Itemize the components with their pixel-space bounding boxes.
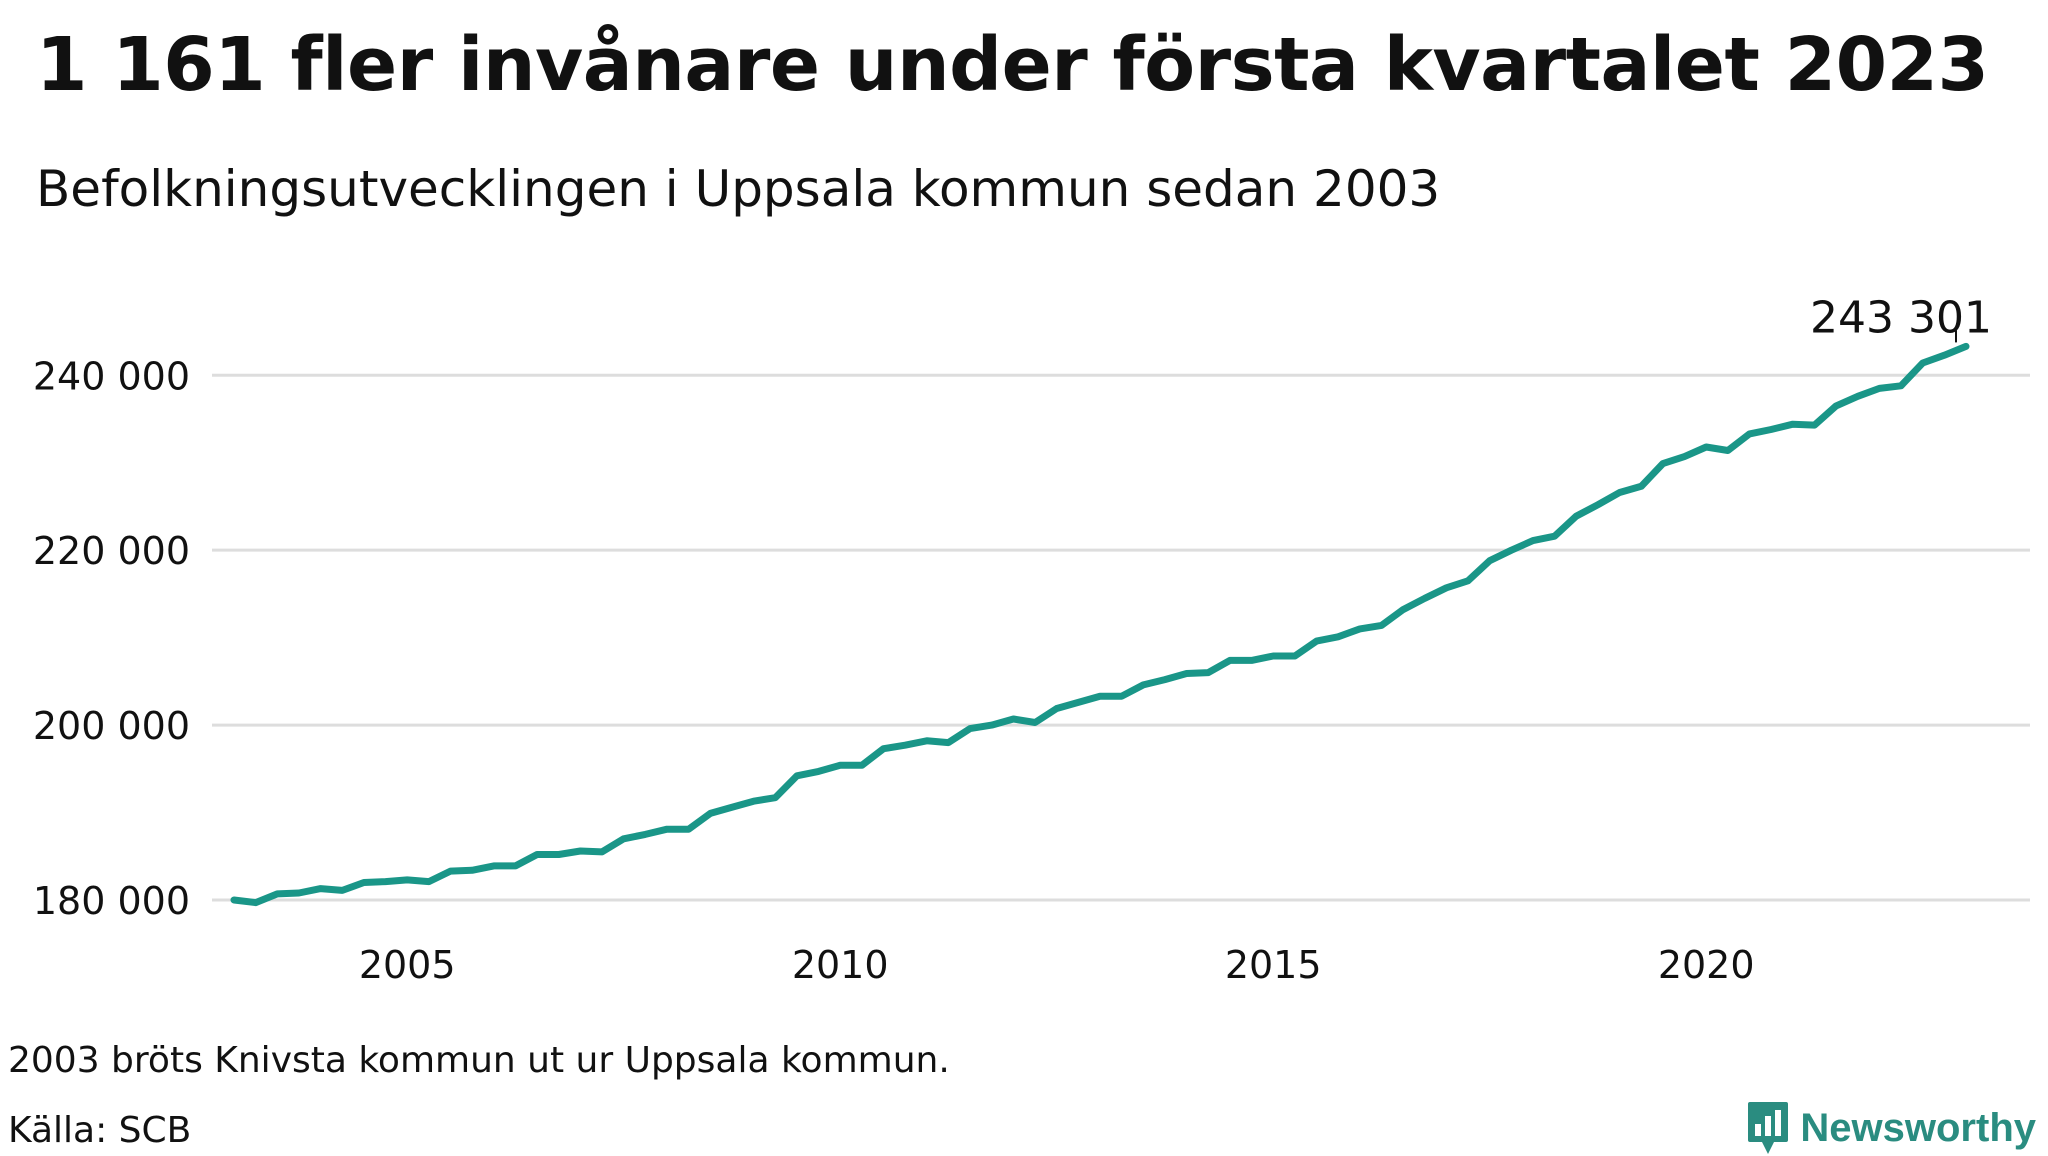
brand-logo-group: Newsworthy [1746, 1100, 2036, 1156]
y-tick-label: 240 000 [33, 354, 190, 398]
x-axis-ticks: 2005 2010 2015 2020 [359, 943, 1755, 987]
chart-subtitle: Befolkningsutvecklingen i Uppsala kommun… [36, 160, 1441, 218]
newsworthy-logo-icon [1748, 1102, 1789, 1154]
gridlines [212, 373, 2030, 902]
x-tick-label: 2010 [792, 943, 889, 987]
series-group [230, 342, 1970, 907]
x-tick-label: 2005 [359, 943, 456, 987]
x-tick-label: 2020 [1658, 943, 1755, 987]
line-chart: 180 000 200 000 220 000 240 000 2005 2010 201… [33, 292, 2030, 987]
chart-title: 1 161 fler invånare under första kvartal… [36, 22, 1989, 108]
footnote: 2003 bröts Knivsta kommun ut ur Uppsala … [8, 1040, 950, 1081]
series-line [230, 342, 1970, 907]
brand-name: Newsworthy [1800, 1105, 2036, 1150]
last-value-label: 243 301 [1810, 292, 1992, 343]
y-tick-label: 180 000 [33, 879, 190, 923]
y-axis-ticks: 180 000 200 000 220 000 240 000 [33, 354, 190, 923]
annotations: 243 301 [1810, 292, 1992, 343]
source-credit: Källa: SCB [8, 1110, 192, 1151]
y-tick-label: 220 000 [33, 529, 190, 573]
y-tick-label: 200 000 [33, 704, 190, 748]
x-tick-label: 2015 [1225, 943, 1322, 987]
